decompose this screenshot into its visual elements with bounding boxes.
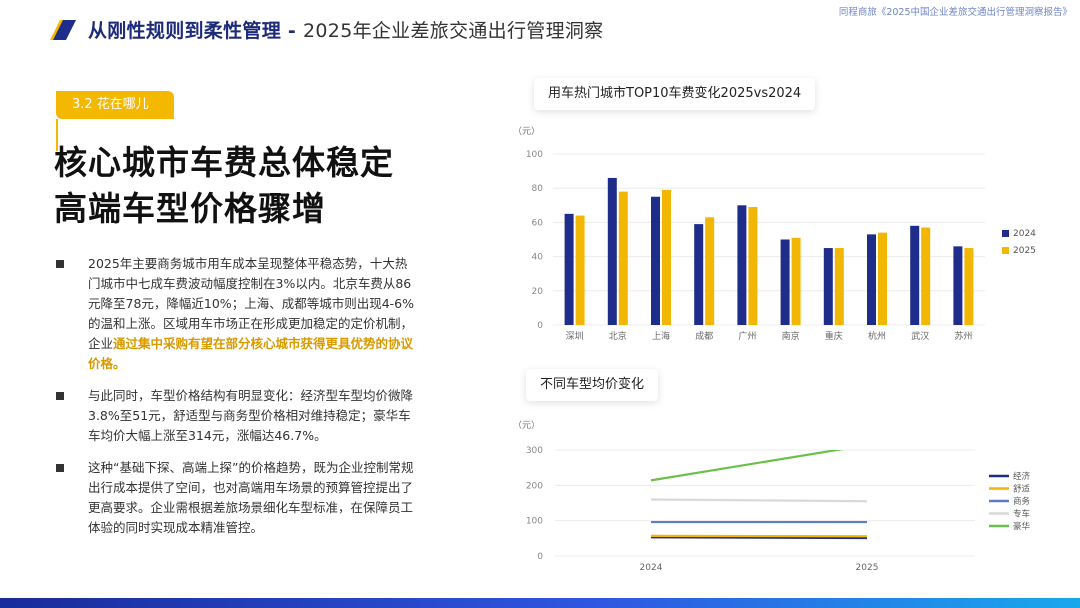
headline: 核心城市车费总体稳定 高端车型价格骤增: [54, 140, 394, 232]
y-axis-unit-label: （元）: [513, 126, 540, 137]
bar-2025-北京: [618, 191, 628, 325]
bullet-item: 这种“基础下探、高端上探”的价格趋势，既为企业控制常规出行成本提供了空间，也对高…: [56, 458, 416, 538]
bar-2024-广州: [737, 205, 747, 325]
y-tick-label: 300: [526, 446, 543, 456]
bar-2025-上海: [662, 189, 671, 325]
bar-2024-重庆: [823, 248, 833, 325]
legend-swatch-2024: [1002, 230, 1009, 237]
legend-label-舒适: 舒适: [1013, 484, 1031, 495]
bullet-item: 2025年主要商务城市用车成本呈现整体平稳态势，十大热门城市中七成车费波动幅度控…: [56, 254, 416, 374]
bar-2024-深圳: [564, 213, 574, 325]
chart2-title: 不同车型均价变化: [526, 369, 659, 401]
page-header-title: 从刚性规则到柔性管理 - 2025年企业差旅交通出行管理洞察: [88, 16, 604, 43]
y-tick-label: 100: [526, 517, 543, 527]
bullet-text: 2025年主要商务城市用车成本呈现整体平稳态势，十大热门城市中七成车费波动幅度控…: [88, 256, 414, 351]
x-tick-label: 2024: [640, 563, 663, 573]
bullet-text: 与此同时，车型价格结构有明显变化：经济型车型均价微降3.8%至51元，舒适型与商…: [88, 388, 414, 443]
x-tick-label: 上海: [652, 330, 670, 342]
bar-2024-武汉: [910, 225, 920, 325]
legend-swatch-2025: [1002, 247, 1009, 254]
series-line-经济: [650, 536, 868, 540]
headline-line-1: 核心城市车费总体稳定: [54, 143, 394, 182]
y-tick-label: 0: [537, 552, 543, 562]
x-tick-label: 成都: [695, 330, 713, 342]
bar-2024-苏州: [953, 246, 963, 325]
y-tick-label: 80: [532, 184, 544, 194]
bar-2025-深圳: [575, 215, 585, 325]
bullet-list: 2025年主要商务城市用车成本呈现整体平稳态势，十大热门城市中七成车费波动幅度控…: [56, 254, 416, 550]
header-separator: -: [281, 20, 304, 42]
bar-2025-武汉: [921, 227, 931, 325]
x-tick-label: 2025: [856, 563, 879, 573]
series-line-豪华: [650, 450, 844, 482]
y-axis-unit-label: （元）: [513, 420, 540, 431]
x-tick-label: 苏州: [954, 330, 972, 342]
legend-label-2025: 2025: [1013, 246, 1036, 256]
y-tick-label: 100: [526, 150, 543, 160]
x-tick-label: 杭州: [868, 330, 886, 342]
y-tick-label: 0: [537, 321, 543, 331]
x-tick-label: 北京: [609, 330, 627, 342]
bar-2024-杭州: [867, 234, 876, 325]
header-title-sub: 2025年企业差旅交通出行管理洞察: [303, 20, 604, 42]
bullet-highlight: 通过集中采购有望在部分核心城市获得更具优势的协议价格。: [88, 336, 414, 371]
section-tag-line: [56, 119, 58, 151]
bar-2025-成都: [705, 217, 715, 325]
brand-logo-icon: [50, 20, 76, 40]
legend-label-专车: 专车: [1013, 509, 1030, 520]
bullet-square-icon: [56, 260, 64, 268]
bar-2025-南京: [791, 237, 801, 325]
report-source-label: 同程商旅《2025中国企业差旅交通出行管理洞察报告》: [838, 7, 1072, 18]
bar-2025-杭州: [878, 232, 887, 325]
bar-2025-苏州: [964, 248, 974, 325]
bar-2024-南京: [780, 239, 790, 325]
bar-2024-成都: [694, 224, 704, 325]
legend-label-经济: 经济: [1013, 471, 1031, 482]
headline-line-2: 高端车型价格骤增: [54, 189, 326, 228]
legend-label-2024: 2024: [1013, 229, 1036, 239]
bar-2025-重庆: [834, 248, 844, 325]
header-title-strong: 从刚性规则到柔性管理: [88, 20, 282, 42]
y-tick-label: 20: [532, 287, 544, 297]
x-tick-label: 南京: [782, 330, 800, 342]
bullet-text: 这种“基础下探、高端上探”的价格趋势，既为企业控制常规出行成本提供了空间，也对高…: [88, 460, 414, 535]
x-tick-label: 广州: [738, 330, 756, 342]
bullet-square-icon: [56, 464, 64, 472]
bullet-square-icon: [56, 392, 64, 400]
legend-label-商务: 商务: [1013, 496, 1031, 507]
x-tick-label: 重庆: [825, 330, 843, 342]
legend-label-豪华: 豪华: [1013, 521, 1031, 532]
bar-2024-上海: [651, 196, 660, 325]
city-fare-bar-chart: （元） 0 20 40 60 80 100 深圳 北京 上海 成都 广州 南京 重庆 杭州 武汉 苏州 2024 2…: [513, 126, 1036, 342]
y-tick-label: 60: [532, 218, 544, 228]
x-tick-label: 深圳: [566, 331, 584, 342]
section-tag: 3.2 花在哪儿: [56, 91, 174, 119]
y-tick-label: 200: [526, 481, 543, 491]
bar-2025-广州: [748, 207, 758, 325]
y-tick-label: 40: [532, 253, 544, 263]
bar-2024-北京: [607, 177, 617, 325]
x-tick-label: 武汉: [911, 330, 929, 342]
series-line-专车: [650, 498, 868, 503]
chart1-title: 用车热门城市TOP10车费变化2025vs2024: [534, 78, 816, 110]
bottom-gradient-bar: [0, 598, 1080, 608]
bullet-item: 与此同时，车型价格结构有明显变化：经济型车型均价微降3.8%至51元，舒适型与商…: [56, 386, 416, 446]
